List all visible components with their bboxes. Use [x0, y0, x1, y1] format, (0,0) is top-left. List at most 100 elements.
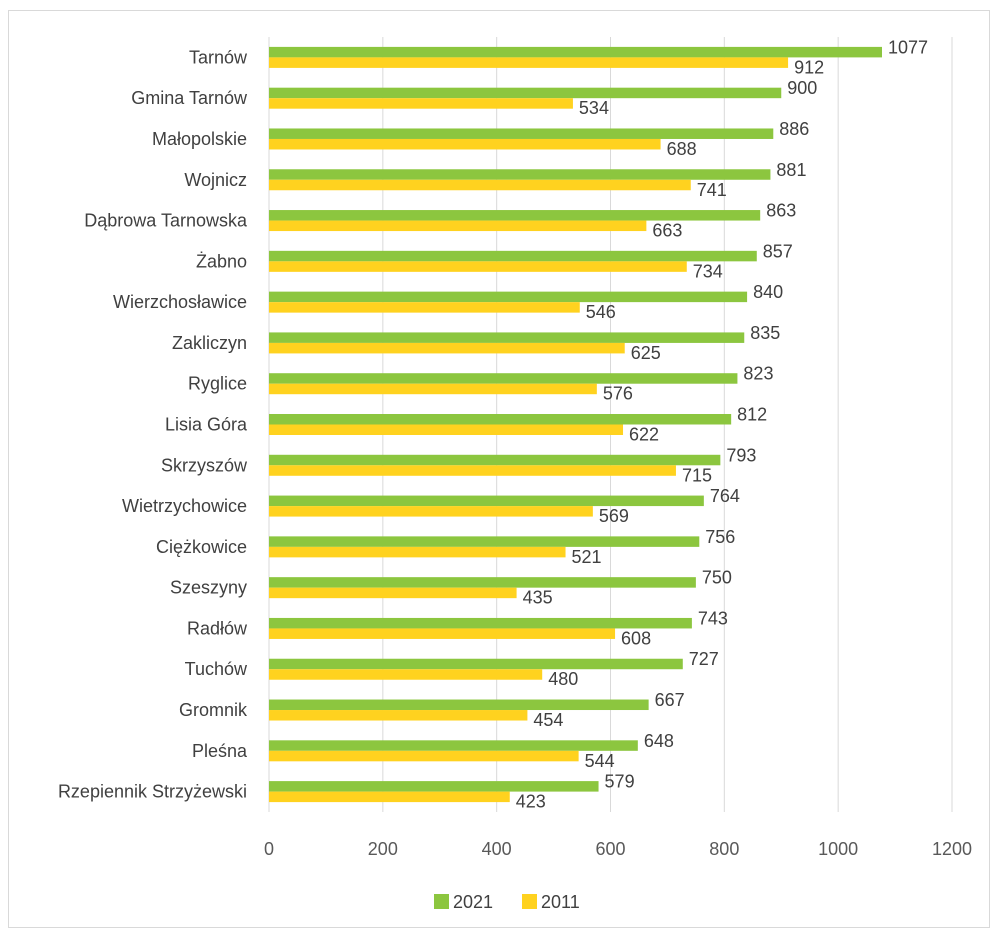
x-tick-label: 1200 [932, 839, 972, 859]
category-label: Gmina Tarnów [131, 88, 248, 108]
x-tick-label: 800 [709, 839, 739, 859]
bar-2011 [269, 383, 597, 395]
category-label: Ciężkowice [156, 537, 247, 557]
data-label-2011: 734 [693, 261, 723, 281]
legend-swatch-2021 [434, 894, 449, 909]
data-label-2021: 840 [753, 282, 783, 302]
bar-2021 [269, 658, 683, 670]
bar-2021 [269, 250, 757, 262]
bar-2011 [269, 261, 687, 272]
data-label-2021: 835 [750, 323, 780, 343]
bar-2011 [269, 791, 510, 803]
bar-2011 [269, 750, 579, 762]
bar-2011 [269, 302, 580, 313]
data-label-2021: 764 [710, 486, 740, 506]
data-label-2021: 793 [726, 445, 756, 465]
x-tick-label: 0 [264, 839, 274, 859]
category-label: Gromnik [179, 700, 248, 720]
data-label-2021: 863 [766, 201, 796, 221]
data-label-2011: 576 [603, 384, 633, 404]
bar-2021 [269, 536, 700, 547]
category-label: Skrzyszów [161, 455, 248, 475]
bar-2021 [269, 617, 692, 629]
category-label: Tuchów [185, 659, 248, 679]
bar-2021 [269, 740, 638, 751]
bar-2021 [269, 577, 696, 588]
data-label-2021: 750 [702, 568, 732, 588]
bar-2011 [269, 424, 624, 435]
bar-2021 [269, 373, 738, 384]
category-label: Małopolskie [152, 129, 247, 149]
data-label-2011: 608 [621, 628, 651, 648]
data-label-2021: 579 [605, 772, 635, 792]
data-label-2021: 812 [737, 405, 767, 425]
category-label: Lisia Góra [165, 415, 248, 435]
bar-2021 [269, 699, 649, 711]
data-label-2011: 534 [579, 98, 609, 118]
data-label-2011: 521 [572, 547, 602, 567]
x-tick-label: 400 [482, 839, 512, 859]
legend: 2021 2011 [434, 892, 580, 912]
category-label: Wietrzychowice [122, 496, 247, 516]
category-label: Radłów [187, 618, 248, 638]
category-label: Pleśna [192, 741, 248, 761]
data-label-2011: 454 [533, 710, 563, 730]
category-label: Żabno [196, 251, 247, 271]
category-label: Dąbrowa Tarnowska [84, 211, 248, 231]
data-label-2011: 715 [682, 465, 712, 485]
bar-2011 [269, 57, 789, 68]
data-label-2021: 743 [698, 608, 728, 628]
bar-2011 [269, 587, 517, 599]
data-label-2011: 544 [585, 751, 615, 771]
data-label-2011: 480 [548, 669, 578, 689]
data-label-2011: 912 [794, 57, 824, 77]
x-tick-label: 1000 [818, 839, 858, 859]
x-tick-label: 600 [595, 839, 625, 859]
bar-2011 [269, 506, 593, 517]
legend-label-2021: 2021 [453, 892, 493, 912]
bar-2021 [269, 332, 745, 343]
bar-2011 [269, 220, 647, 232]
bar-2011 [269, 710, 528, 721]
bars-group [269, 46, 882, 803]
category-label: Wojnicz [184, 170, 247, 190]
data-label-2021: 1077 [888, 37, 928, 57]
category-label: Wierzchosławice [113, 292, 247, 312]
data-label-2021: 727 [689, 649, 719, 669]
bar-2021 [269, 87, 782, 99]
data-label-2011: 741 [697, 180, 727, 200]
legend-swatch-2011 [522, 894, 537, 909]
category-label: Ryglice [188, 374, 247, 394]
gridlines [382, 37, 953, 812]
data-label-2011: 663 [652, 221, 682, 241]
bar-2021 [269, 414, 732, 425]
data-label-2021: 756 [705, 527, 735, 547]
bar-2011 [269, 342, 625, 354]
bar-2021 [269, 291, 748, 303]
data-label-2021: 857 [763, 241, 793, 261]
category-label: Rzepiennik Strzyżewski [58, 782, 247, 802]
data-label-2021: 900 [787, 78, 817, 98]
bar-2021 [269, 210, 761, 221]
data-label-2021: 823 [743, 364, 773, 384]
data-label-2011: 569 [599, 506, 629, 526]
data-label-2011: 688 [667, 139, 697, 159]
bar-2011 [269, 546, 566, 558]
bar-2021 [269, 495, 704, 507]
data-label-2021: 667 [655, 690, 685, 710]
data-label-2011: 622 [629, 425, 659, 445]
data-label-2021: 886 [779, 119, 809, 139]
data-label-2021: 881 [776, 160, 806, 180]
bar-2011 [269, 669, 543, 680]
data-label-2011: 423 [516, 792, 546, 812]
legend-label-2011: 2011 [541, 892, 580, 912]
category-label: Zakliczyn [172, 333, 247, 353]
bar-2021 [269, 454, 721, 466]
bar-2011 [269, 465, 676, 476]
category-label: Tarnów [189, 47, 248, 67]
data-label-2011: 546 [586, 302, 616, 322]
x-tick-label: 200 [368, 839, 398, 859]
bar-2021 [269, 781, 599, 792]
